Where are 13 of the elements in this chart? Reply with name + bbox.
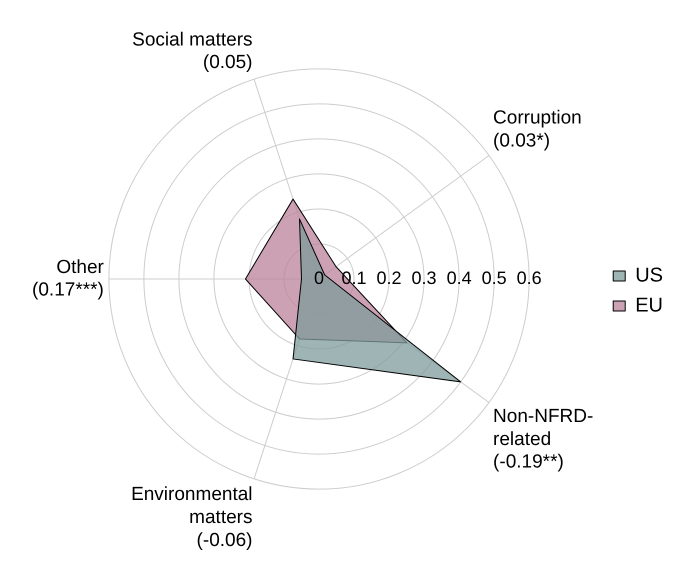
- spoke-label: Social matters (0.05): [132, 29, 253, 74]
- spoke-label: Environmental matters (-0.06): [131, 484, 253, 551]
- y-tick-label: 0: [314, 268, 324, 288]
- spoke-label: Corruption (0.03*): [493, 108, 582, 152]
- spoke-label: Other (0.17***): [32, 256, 105, 301]
- legend-label: US: [635, 264, 664, 287]
- y-tick-label: 0.2: [376, 268, 402, 288]
- y-tick-label: 0.3: [412, 268, 437, 288]
- y-tick-label: 0.6: [516, 268, 542, 288]
- y-tick-label: 0.4: [446, 268, 472, 288]
- legend-label: EU: [635, 294, 664, 317]
- y-tick-label: 0.5: [482, 268, 507, 288]
- spoke-label: Non-NFRD- related (-0.19**): [493, 406, 594, 473]
